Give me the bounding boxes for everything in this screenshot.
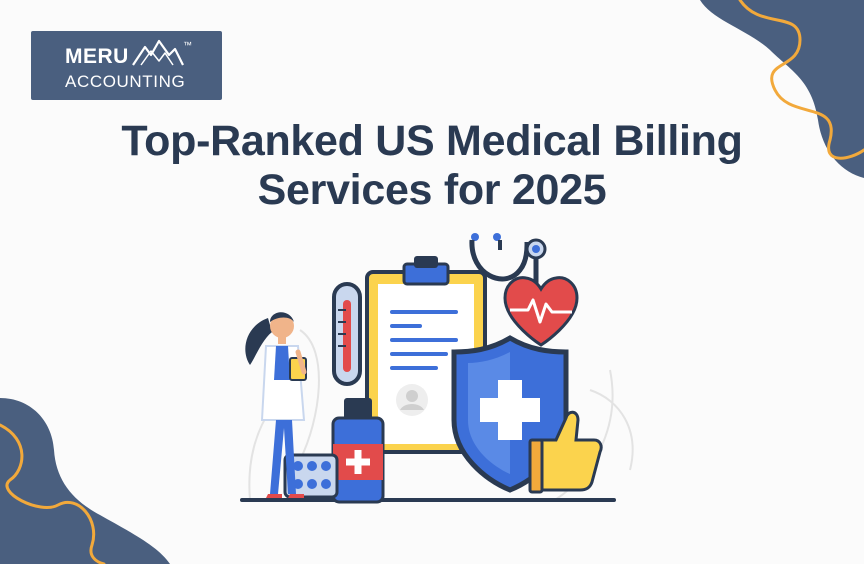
top-right-blob xyxy=(700,0,864,178)
thumbs-up-icon xyxy=(528,410,603,494)
meru-accounting-logo: MERU ™ ACCOUNTING xyxy=(31,31,222,100)
top-right-squiggle xyxy=(738,0,864,160)
medicine-bottle-icon xyxy=(331,398,385,504)
mountain-logo-icon xyxy=(132,39,184,66)
bottom-left-blob xyxy=(0,398,170,564)
logo-text-meru: MERU xyxy=(65,45,129,68)
title-line-2: Services for 2025 xyxy=(257,166,607,215)
logo-text-accounting: ACCOUNTING xyxy=(65,72,186,91)
stethoscope-icon xyxy=(469,233,547,300)
pill-blister-icon xyxy=(283,453,339,499)
doctor-figure xyxy=(245,312,307,498)
bottom-left-squiggle xyxy=(0,423,106,564)
ground-line xyxy=(240,498,616,502)
page-title: Top-Ranked US Medical Billing Services f… xyxy=(60,117,804,215)
thermometer-icon xyxy=(332,282,362,386)
logo-trademark: ™ xyxy=(183,40,192,50)
heart-icon xyxy=(503,276,579,347)
title-line-1: Top-Ranked US Medical Billing xyxy=(121,117,743,165)
